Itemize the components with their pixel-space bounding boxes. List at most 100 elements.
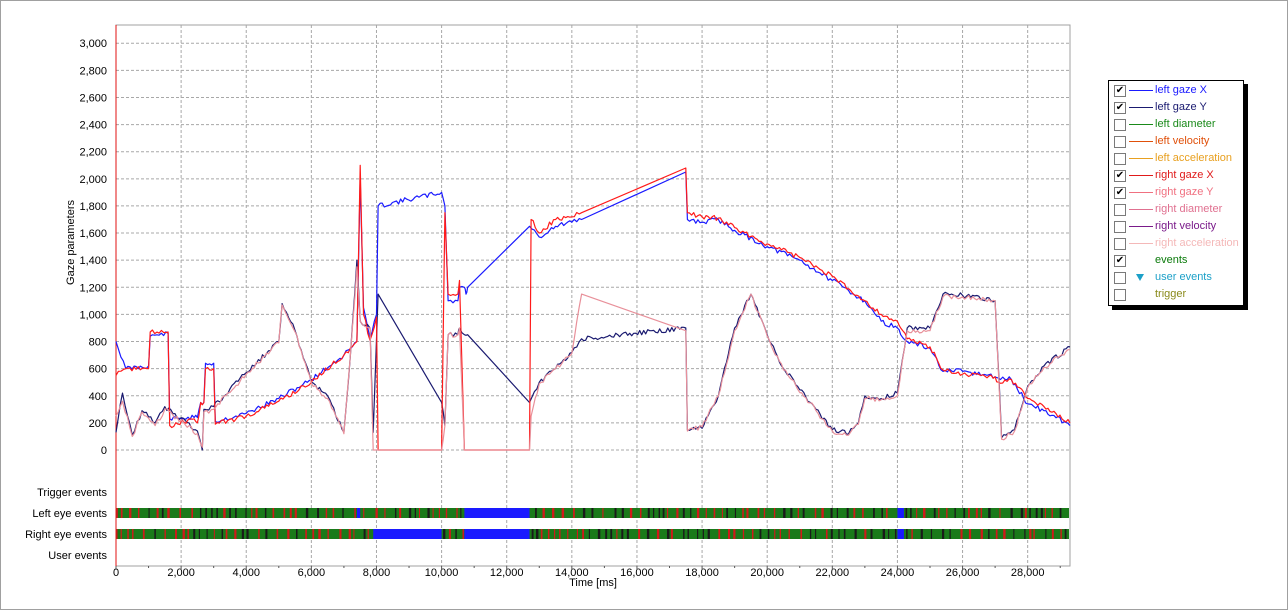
- event-saccade: [905, 508, 908, 518]
- event-saccade: [718, 529, 721, 539]
- series-line: [115, 266, 1070, 451]
- legend-checkbox[interactable]: [1114, 153, 1126, 165]
- event-saccade: [980, 529, 983, 539]
- y-tick-label: 600: [89, 364, 107, 376]
- event-saccade: [542, 508, 545, 518]
- legend-item[interactable]: right acceleration: [1109, 235, 1243, 252]
- event-saccade: [164, 529, 166, 539]
- event-saccade: [540, 529, 543, 539]
- event-saccade: [175, 529, 177, 539]
- legend-checkbox[interactable]: ✔: [1114, 170, 1126, 182]
- legend-checkbox[interactable]: ✔: [1114, 85, 1126, 97]
- x-tick-label: 12,000: [490, 567, 524, 579]
- x-tick-label: 8,000: [363, 567, 391, 579]
- event-saccade: [602, 508, 604, 518]
- event-saccade: [305, 508, 309, 518]
- event-saccade: [591, 508, 594, 518]
- legend-label: left velocity: [1155, 135, 1210, 147]
- event-saccade: [999, 508, 1001, 518]
- legend-checkbox[interactable]: [1114, 238, 1126, 250]
- legend-item[interactable]: trigger: [1109, 286, 1243, 303]
- legend-checkbox[interactable]: [1114, 119, 1126, 131]
- event-saccade: [553, 529, 556, 539]
- legend-checkbox[interactable]: ✔: [1114, 102, 1126, 114]
- event-saccade: [1051, 529, 1054, 539]
- legend-label: left gaze Y: [1155, 101, 1207, 113]
- y-tick-label: 3,000: [79, 38, 107, 50]
- event-saccade: [241, 529, 244, 539]
- x-tick-label: 14,000: [555, 567, 589, 579]
- event-saccade: [199, 508, 202, 518]
- legend-item[interactable]: right diameter: [1109, 201, 1243, 218]
- legend-item[interactable]: ✔ left gaze X: [1109, 82, 1243, 99]
- triangle-marker-icon: [1136, 274, 1144, 281]
- legend-line-swatch: [1129, 209, 1153, 210]
- event-saccade: [223, 508, 226, 518]
- legend-label: right diameter: [1155, 203, 1223, 215]
- event-saccade: [418, 508, 421, 518]
- event-saccade: [809, 529, 812, 539]
- event-saccade: [687, 529, 689, 539]
- event-saccade: [272, 508, 275, 518]
- event-saccade: [830, 529, 833, 539]
- legend-label: right gaze Y: [1155, 186, 1214, 198]
- legend-checkbox[interactable]: [1114, 289, 1126, 301]
- event-saccade: [975, 508, 978, 518]
- legend-item[interactable]: ✔ left gaze Y: [1109, 99, 1243, 116]
- event-saccade: [906, 529, 908, 539]
- event-saccade: [713, 508, 716, 518]
- legend-line-swatch: [1129, 90, 1153, 91]
- legend-item[interactable]: left velocity: [1109, 133, 1243, 150]
- event-saccade: [821, 508, 824, 518]
- legend-item[interactable]: ✔ right gaze X: [1109, 167, 1243, 184]
- event-saccade: [882, 529, 886, 539]
- legend-checkbox[interactable]: [1114, 272, 1126, 284]
- event-saccade: [666, 529, 670, 539]
- x-tick-label: 16,000: [620, 567, 654, 579]
- y-tick-label: 1,000: [79, 309, 107, 321]
- legend-item[interactable]: ✔ events: [1109, 252, 1243, 269]
- legend-item[interactable]: right velocity: [1109, 218, 1243, 235]
- event-saccade: [264, 508, 267, 518]
- event-saccade: [245, 508, 247, 518]
- legend-checkbox[interactable]: [1114, 204, 1126, 216]
- event-saccade: [353, 529, 355, 539]
- legend-checkbox[interactable]: ✔: [1114, 255, 1126, 267]
- y-tick-label: 2,400: [79, 120, 107, 132]
- event-saccade: [255, 508, 258, 518]
- legend-item[interactable]: left diameter: [1109, 116, 1243, 133]
- y-tick-label: 1,400: [79, 255, 107, 267]
- event-saccade: [797, 508, 799, 518]
- event-saccade: [605, 529, 608, 539]
- event-saccade: [276, 529, 279, 539]
- legend-item[interactable]: ✔ right gaze Y: [1109, 184, 1243, 201]
- event-saccade: [616, 529, 618, 539]
- event-saccade: [456, 508, 458, 518]
- event-saccade: [697, 529, 699, 539]
- x-tick-label: 24,000: [881, 567, 915, 579]
- event-saccade: [384, 508, 386, 518]
- legend-item[interactable]: user events: [1109, 269, 1243, 286]
- event-row-label: Left eye events: [32, 508, 107, 520]
- legend-checkbox[interactable]: [1114, 136, 1126, 148]
- legend-line-swatch: [1129, 226, 1153, 227]
- legend-checkbox[interactable]: [1114, 221, 1126, 233]
- event-saccade: [702, 529, 704, 539]
- legend-checkbox[interactable]: ✔: [1114, 187, 1126, 199]
- event-saccade: [646, 529, 650, 539]
- legend-line-swatch: [1129, 175, 1153, 176]
- event-saccade: [289, 508, 292, 518]
- legend-line-swatch: [1129, 243, 1153, 244]
- y-tick-label: 0: [101, 445, 107, 457]
- event-saccade: [881, 508, 883, 518]
- event-saccade: [325, 508, 328, 518]
- event-saccade: [779, 529, 782, 539]
- legend-item[interactable]: left acceleration: [1109, 150, 1243, 167]
- event-saccade: [367, 529, 369, 539]
- event-saccade: [193, 529, 196, 539]
- y-tick-label: 1,200: [79, 282, 107, 294]
- event-blink: [464, 508, 530, 518]
- event-saccade: [221, 529, 224, 539]
- legend-label: right velocity: [1155, 220, 1217, 232]
- event-saccade: [843, 529, 846, 539]
